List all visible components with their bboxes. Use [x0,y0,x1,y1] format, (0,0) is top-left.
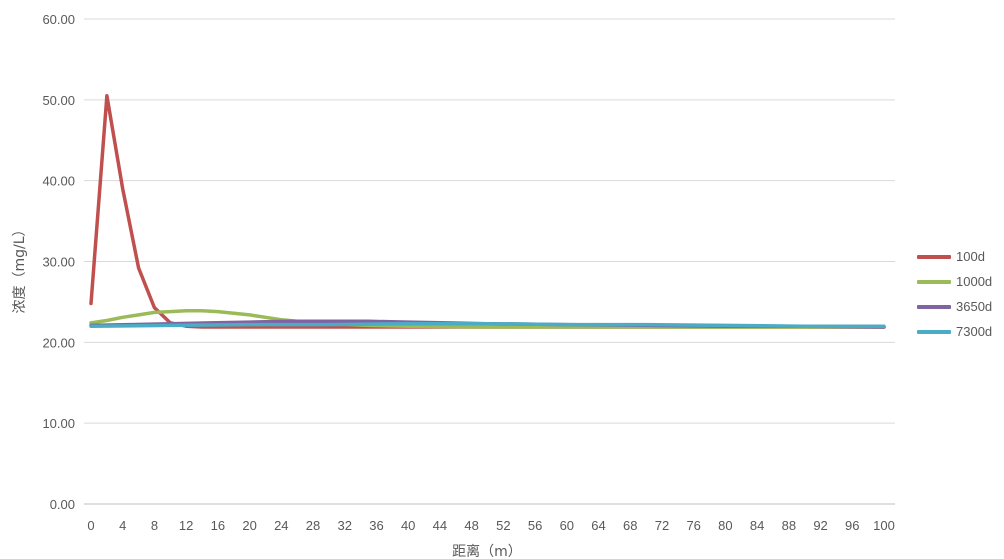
x-tick-label: 52 [496,518,510,533]
x-tick-label: 16 [211,518,225,533]
x-tick-label: 28 [306,518,320,533]
chart-legend: 100d 1000d 3650d 7300d [917,244,1004,344]
legend-item-7300d: 7300d [917,319,1004,344]
legend-swatch [917,254,951,259]
legend-label: 1000d [956,274,993,289]
series-lines [89,94,886,329]
y-tick-label: 10.00 [42,416,75,431]
x-tick-label: 44 [433,518,447,533]
x-tick-label: 84 [750,518,764,533]
legend-item-100d: 100d [917,244,1004,269]
y-tick-label: 0.00 [50,497,75,512]
gridlines [84,18,895,505]
x-tick-label: 4 [119,518,126,533]
legend-swatch [917,304,951,309]
y-tick-label: 20.00 [42,335,75,350]
x-tick-label: 48 [464,518,478,533]
y-tick-label: 50.00 [42,93,75,108]
x-tick-label: 76 [686,518,700,533]
series-line-100d [89,94,886,329]
x-tick-label: 32 [338,518,352,533]
y-axis-tick-labels: 0.00 10.00 20.00 30.00 40.00 50.00 60.00 [42,12,75,512]
y-axis-title: 浓度（mg/L） [12,222,28,313]
legend-label: 100d [956,249,985,264]
x-tick-label: 100 [873,518,895,533]
x-tick-label: 8 [151,518,158,533]
x-tick-label: 64 [591,518,605,533]
x-tick-label: 0 [87,518,94,533]
x-tick-label: 96 [845,518,859,533]
x-tick-label: 80 [718,518,732,533]
legend-item-3650d: 3650d [917,294,1004,319]
y-tick-label: 60.00 [42,12,75,27]
series-line-1000d [89,309,886,329]
x-tick-label: 36 [369,518,383,533]
y-tick-label: 30.00 [42,255,75,270]
x-tick-label: 56 [528,518,542,533]
series-line-7300d [89,321,886,328]
x-tick-label: 12 [179,518,193,533]
x-tick-label: 72 [655,518,669,533]
x-tick-label: 92 [813,518,827,533]
x-axis-title: 距离（m） [452,543,522,559]
legend-label: 3650d [956,299,993,314]
legend-swatch [917,329,951,334]
y-tick-label: 40.00 [42,174,75,189]
legend-item-1000d: 1000d [917,269,1004,294]
legend-swatch [917,279,951,284]
x-tick-label: 88 [782,518,796,533]
x-tick-label: 40 [401,518,415,533]
x-tick-label: 24 [274,518,288,533]
x-axis-tick-labels: 0 4 8 12 16 20 24 28 32 36 40 44 48 52 56 60 64 68 72 76 80 8… [87,518,894,533]
legend-label: 7300d [956,324,993,339]
x-tick-label: 60 [560,518,574,533]
x-tick-label: 20 [242,518,256,533]
x-tick-label: 68 [623,518,637,533]
